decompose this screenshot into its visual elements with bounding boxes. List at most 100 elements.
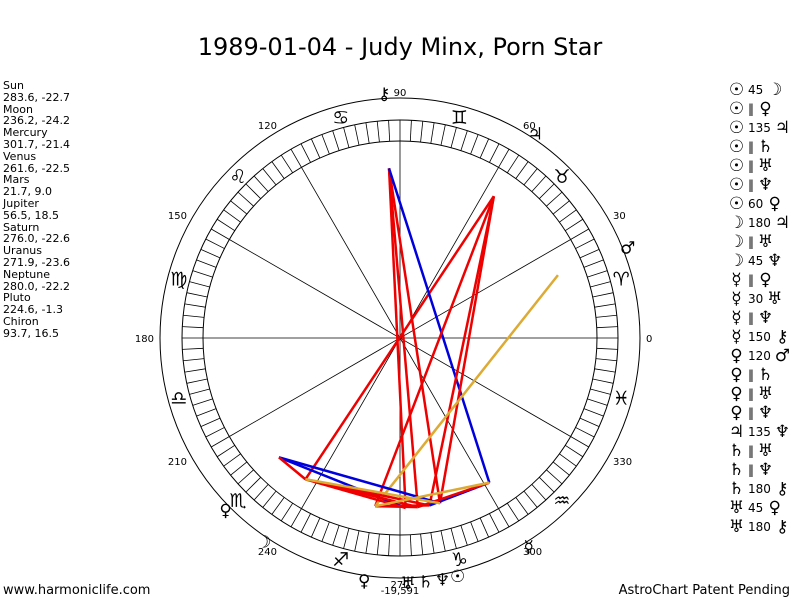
degree-tick: [559, 453, 577, 467]
degree-tick: [196, 259, 217, 268]
degree-tick: [587, 398, 608, 406]
degree-tick: [354, 530, 360, 552]
degree-tick: [583, 408, 604, 417]
aspect-planet-b: ♄: [757, 365, 774, 385]
planet-coords-jupiter: 56.5, 18.5: [3, 208, 59, 222]
aspect-planet-a: ♃: [728, 422, 745, 442]
planet-name-pluto: Pluto: [3, 291, 31, 305]
aspect-line: [278, 456, 307, 481]
degree-label: 330: [613, 457, 632, 468]
aspect-value: 30: [748, 292, 764, 306]
aspect-row: ☉ ‖ ♄: [727, 137, 775, 157]
degree-tick: [592, 378, 614, 384]
aspect-value: 180: [748, 482, 771, 496]
planet-coords-sun: 283.6, -22.7: [3, 90, 70, 104]
degree-tick: [300, 143, 311, 163]
aspect-row: ♀ 120 ♂: [727, 346, 792, 366]
degree-tick: [189, 281, 210, 288]
degree-tick: [253, 175, 269, 192]
aspect-row: ☿ 30 ♅: [727, 289, 784, 309]
planet-coords-uranus: 271.9, -23.6: [3, 255, 70, 269]
degree-label: 90: [394, 88, 407, 99]
degree-tick: [230, 200, 248, 215]
aspect-line: [374, 481, 490, 508]
aspect-row: ☉ ‖ ♅: [727, 156, 775, 176]
aspect-value: ‖: [748, 311, 754, 325]
aspect-line: [387, 168, 407, 508]
degree-tick: [388, 534, 391, 556]
degree-tick: [245, 477, 261, 493]
chart-title: 1989-01-04 - Judy Minx, Porn Star: [197, 33, 603, 61]
degree-tick: [205, 427, 225, 438]
aspect-planet-b: ♅: [757, 156, 774, 176]
degree-tick: [440, 124, 446, 146]
degree-tick: [515, 161, 529, 179]
aspect-planet-b: ♂: [774, 346, 791, 366]
bottom-readout: -19,591: [381, 586, 420, 597]
planet-chiron-icon: ⚷: [378, 85, 390, 105]
aspect-value: 180: [748, 216, 771, 230]
aspect-line: [374, 274, 559, 507]
degree-tick: [460, 525, 468, 546]
zodiac-sign-icon: ♍: [170, 269, 187, 291]
degree-label: 60: [523, 121, 536, 132]
aspect-row: ☿ 150 ⚷: [727, 327, 792, 347]
aspect-row: ☉ 60 ♀: [727, 194, 784, 214]
degree-tick: [223, 209, 241, 223]
degree-tick: [570, 436, 589, 448]
zodiac-sign-icon: ♑: [451, 549, 468, 571]
aspect-planet-b: ♀: [768, 498, 781, 518]
aspect-value: ‖: [748, 178, 754, 192]
degree-tick: [440, 530, 446, 552]
degree-tick: [280, 154, 294, 173]
degree-tick: [546, 191, 563, 207]
degree-tick: [354, 124, 360, 146]
degree-tick: [594, 303, 616, 308]
planet-venus-icon: ♀: [358, 571, 370, 591]
planet-name-moon: Moon: [3, 102, 33, 116]
degree-tick: [253, 484, 269, 501]
degree-tick: [594, 368, 616, 373]
degree-tick: [450, 528, 457, 549]
degree-tick: [343, 528, 350, 549]
aspect-planet-b: ♃: [774, 213, 791, 233]
degree-tick: [539, 183, 555, 199]
degree-tick: [590, 388, 611, 395]
planet-coords-pluto: 224.6, -1.3: [3, 303, 63, 317]
degree-tick: [479, 517, 490, 538]
aspect-line: [417, 481, 490, 509]
degree-tick: [310, 138, 321, 159]
aspect-row: ♄ ‖ ♅: [727, 441, 775, 461]
planet-coords-chiron: 93.7, 16.5: [3, 326, 59, 340]
aspect-value: ‖: [748, 368, 754, 382]
aspect-planet-a: ♄: [728, 441, 745, 461]
planet-coords-neptune: 280.0, -22.2: [3, 279, 70, 293]
degree-tick: [409, 120, 412, 142]
aspect-line: [428, 195, 496, 506]
degree-tick: [595, 314, 617, 318]
aspect-planet-a: ☉: [728, 99, 745, 119]
degree-tick: [365, 122, 370, 144]
degree-label: 150: [168, 211, 187, 222]
degree-tick: [592, 292, 614, 298]
aspect-planet-b: ♆: [757, 308, 774, 328]
degree-tick: [192, 270, 213, 278]
aspect-row: ♅ 45 ♀: [727, 498, 784, 518]
degree-label: 30: [613, 211, 626, 222]
degree-tick: [470, 134, 479, 155]
planet-coords-mercury: 301.7, -21.4: [3, 137, 70, 151]
planet-moon-icon: ☽: [256, 533, 271, 553]
planet-jupiter-icon: ♃: [528, 125, 543, 145]
degree-label: 270: [390, 580, 409, 591]
aspect-planet-a: ☿: [731, 270, 742, 290]
aspect-planet-b: ☽: [767, 80, 783, 100]
degree-tick: [237, 469, 254, 485]
aspect-value: ‖: [748, 387, 754, 401]
degree-label: 210: [168, 457, 187, 468]
aspect-row: ♄ 180 ⚷: [727, 479, 792, 499]
degree-tick: [290, 508, 302, 527]
degree-label: 300: [523, 547, 542, 558]
aspect-value: ‖: [748, 463, 754, 477]
degree-tick: [460, 130, 468, 151]
